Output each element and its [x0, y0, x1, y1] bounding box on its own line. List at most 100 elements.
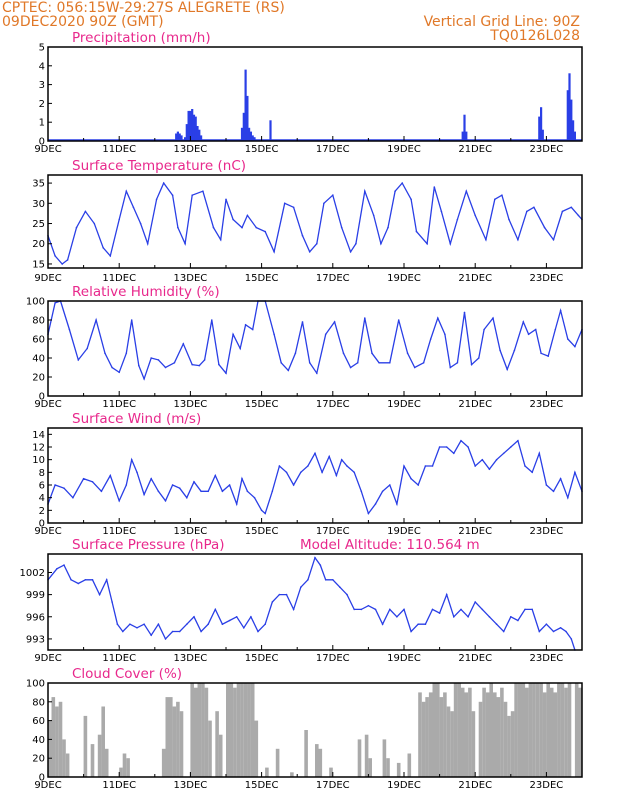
- wind-point: [481, 458, 484, 461]
- cloud-bar: [215, 711, 219, 777]
- wind-point: [207, 490, 209, 493]
- temp-point: [308, 251, 311, 253]
- temp-point: [202, 190, 204, 192]
- temp-point: [171, 194, 174, 196]
- cloud-bar: [553, 692, 558, 777]
- wind-point: [82, 477, 85, 480]
- temp-point: [332, 194, 334, 196]
- pressure-point: [111, 601, 113, 603]
- cloud-bar: [101, 706, 105, 777]
- cloud-bar: [254, 720, 259, 777]
- temp-point: [401, 182, 404, 184]
- y-tick-label: 12: [32, 443, 45, 454]
- rh-point: [164, 366, 167, 369]
- cloud-frame: [47, 682, 583, 778]
- pressure-point: [178, 630, 181, 633]
- pressure-point: [460, 608, 462, 611]
- rh-point: [125, 352, 128, 355]
- wind-point: [143, 493, 145, 496]
- pressure-point: [502, 630, 505, 633]
- pressure-point: [488, 616, 491, 618]
- rh-point: [86, 347, 88, 350]
- pressure-point: [524, 608, 526, 611]
- x-tick-label: 15DEC: [245, 144, 279, 155]
- wind-point: [502, 452, 505, 455]
- cloud-bar: [560, 683, 565, 777]
- cloud-bar: [574, 683, 579, 777]
- pressure-point: [250, 616, 252, 618]
- wind-point: [157, 490, 160, 493]
- temp-point: [533, 206, 535, 209]
- x-tick-label: 15DEC: [245, 273, 279, 284]
- wind-point: [321, 471, 323, 474]
- temp-point: [283, 202, 286, 205]
- y-tick-label: 3: [39, 80, 45, 91]
- y-tick-label: 4: [39, 493, 45, 504]
- rh-point: [173, 362, 176, 364]
- cloud-bar: [290, 772, 294, 777]
- pressure-point: [207, 623, 209, 625]
- wind-point: [307, 465, 309, 467]
- rh-point: [316, 372, 318, 375]
- wind-point: [271, 490, 274, 493]
- wind-point: [524, 465, 526, 467]
- x-tick-label: 9DEC: [34, 653, 61, 664]
- precip-bar: [269, 120, 272, 141]
- cloud-bar: [122, 753, 127, 777]
- y-tick-label: 1: [39, 118, 45, 129]
- rh-point: [559, 309, 562, 312]
- wind-point: [228, 484, 231, 486]
- cloud-bar: [364, 734, 369, 777]
- x-tick-label: 23DEC: [530, 526, 564, 537]
- header-model-id: TQ0126L028: [490, 28, 580, 44]
- wind-point: [374, 503, 377, 505]
- wind-point: [346, 465, 348, 467]
- x-tick-label: 11DEC: [102, 526, 136, 537]
- temp-point: [426, 242, 428, 245]
- rh-point: [540, 352, 542, 355]
- rh-point: [492, 317, 494, 319]
- cloud-bar: [471, 711, 476, 777]
- rh-point: [349, 366, 352, 369]
- rh-point: [324, 333, 327, 336]
- wind-point: [335, 474, 338, 477]
- temp-point: [410, 198, 412, 201]
- pressure-point: [559, 627, 562, 629]
- rh-point: [203, 359, 206, 361]
- precip-bar: [191, 109, 194, 141]
- rh-point: [287, 369, 290, 372]
- wind-point: [574, 471, 576, 474]
- rh-point: [191, 363, 193, 366]
- wind-point: [193, 481, 195, 483]
- cloud-bar: [521, 683, 526, 777]
- x-tick-label: 21DEC: [458, 144, 492, 155]
- cloud-bar: [432, 683, 437, 777]
- x-tick-label: 9DEC: [34, 273, 61, 284]
- rh-point: [104, 352, 106, 355]
- wind-point: [214, 474, 217, 477]
- pressure-point: [319, 564, 322, 566]
- cloud-bar: [428, 692, 433, 777]
- pressure-point: [374, 608, 377, 611]
- temp-point: [273, 251, 275, 253]
- rh-point: [211, 319, 213, 321]
- temp-point: [61, 263, 63, 265]
- pressure-point: [98, 593, 101, 596]
- pressure-point: [228, 619, 231, 622]
- rh-point: [534, 328, 537, 331]
- temp-title: Surface Temperature (nC): [72, 158, 246, 174]
- temp-point: [340, 226, 343, 229]
- precip-bar: [248, 127, 251, 141]
- precip-panel: 9DEC 11DEC 13DEC 15DEC 17DEC 19DEC 21DEC 23DEC 0…: [34, 30, 583, 155]
- precip-bar: [568, 73, 571, 141]
- rh-point: [244, 324, 247, 326]
- wind-point: [91, 481, 94, 483]
- x-tick-label: 11DEC: [102, 780, 136, 791]
- pressure-point: [552, 630, 555, 633]
- pressure-point: [91, 579, 94, 581]
- x-tick-label: 19DEC: [387, 273, 421, 284]
- temp-point: [118, 218, 120, 221]
- pressure-annotation: Model Altitude: 110.564 m: [300, 537, 480, 553]
- rh-line: [47, 300, 583, 381]
- wind-point: [186, 496, 188, 499]
